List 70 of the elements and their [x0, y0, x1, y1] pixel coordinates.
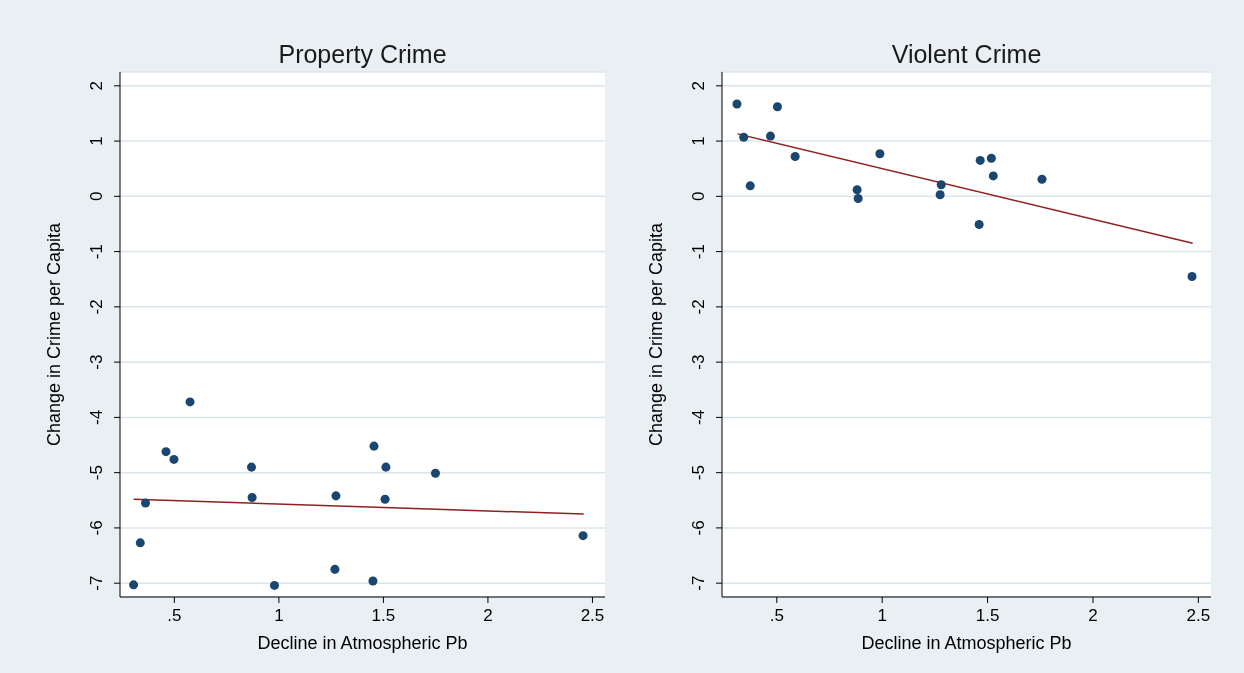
point	[1187, 271, 1197, 281]
point	[875, 149, 885, 159]
y-tick-label: -5	[689, 465, 708, 481]
point	[578, 531, 588, 541]
point	[369, 441, 379, 451]
x-tick-label: 1	[877, 606, 887, 625]
x-axis-title: Decline in Atmospheric Pb	[257, 633, 468, 653]
y-tick-label: -5	[87, 465, 106, 481]
point	[975, 155, 985, 165]
x-tick-label: 1.5	[975, 606, 1000, 625]
y-axis-title: Change in Crime per Capita	[44, 221, 65, 447]
chart-title: Violent Crime	[890, 40, 1043, 69]
point	[935, 190, 945, 200]
y-tick-label: -6	[689, 520, 708, 536]
y-tick-label: -7	[87, 575, 106, 591]
point	[790, 152, 800, 162]
y-tick-label: -1	[689, 244, 708, 260]
point	[765, 131, 775, 141]
y-tick-label: -6	[87, 520, 106, 536]
point	[331, 491, 341, 501]
point	[772, 102, 782, 112]
point	[745, 181, 755, 191]
point	[185, 397, 195, 407]
y-tick-label: -1	[87, 244, 106, 260]
point	[974, 220, 984, 230]
point	[1037, 174, 1047, 184]
x-tick-label: 2	[1088, 606, 1098, 625]
point	[852, 185, 862, 195]
y-tick-label: -4	[689, 409, 708, 425]
point	[269, 580, 279, 590]
point	[330, 564, 340, 574]
point	[853, 194, 863, 204]
y-tick-label: -2	[689, 299, 708, 315]
y-tick-label: 0	[87, 191, 106, 202]
y-tick-label: 1	[689, 136, 708, 146]
x-tick-label: 1.5	[371, 606, 396, 625]
y-tick-label: 1	[87, 136, 106, 146]
point	[169, 454, 179, 464]
point	[381, 462, 391, 472]
point	[161, 447, 171, 457]
x-tick-label: 2	[483, 606, 493, 625]
point	[739, 132, 749, 142]
point	[430, 468, 440, 478]
point	[986, 153, 996, 163]
x-tick-label: .5	[769, 606, 784, 625]
y-tick-label: 2	[689, 81, 708, 91]
y-tick-label: 2	[87, 81, 106, 91]
y-tick-label: -2	[87, 299, 106, 315]
y-tick-label: -4	[87, 409, 106, 425]
point	[129, 580, 139, 590]
y-tick-label: -7	[689, 575, 708, 591]
x-tick-label: 2.5	[580, 606, 605, 625]
x-tick-label: 2.5	[1186, 606, 1211, 625]
point	[135, 538, 145, 548]
point	[936, 180, 946, 190]
point	[140, 498, 151, 508]
chart-title: Property Crime	[277, 40, 448, 69]
y-tick-label: -3	[87, 354, 106, 370]
point	[732, 99, 742, 109]
point	[380, 494, 390, 504]
x-tick-label: 1	[274, 606, 284, 625]
y-tick-label: -3	[689, 354, 708, 370]
y-axis-title: Change in Crime per Capita	[646, 221, 667, 447]
x-tick-label: .5	[167, 606, 182, 625]
point	[988, 171, 998, 181]
point	[246, 462, 257, 472]
x-axis-title: Decline in Atmospheric Pb	[861, 633, 1072, 653]
point	[368, 576, 378, 586]
point	[247, 493, 257, 503]
y-tick-label: 0	[689, 191, 708, 202]
